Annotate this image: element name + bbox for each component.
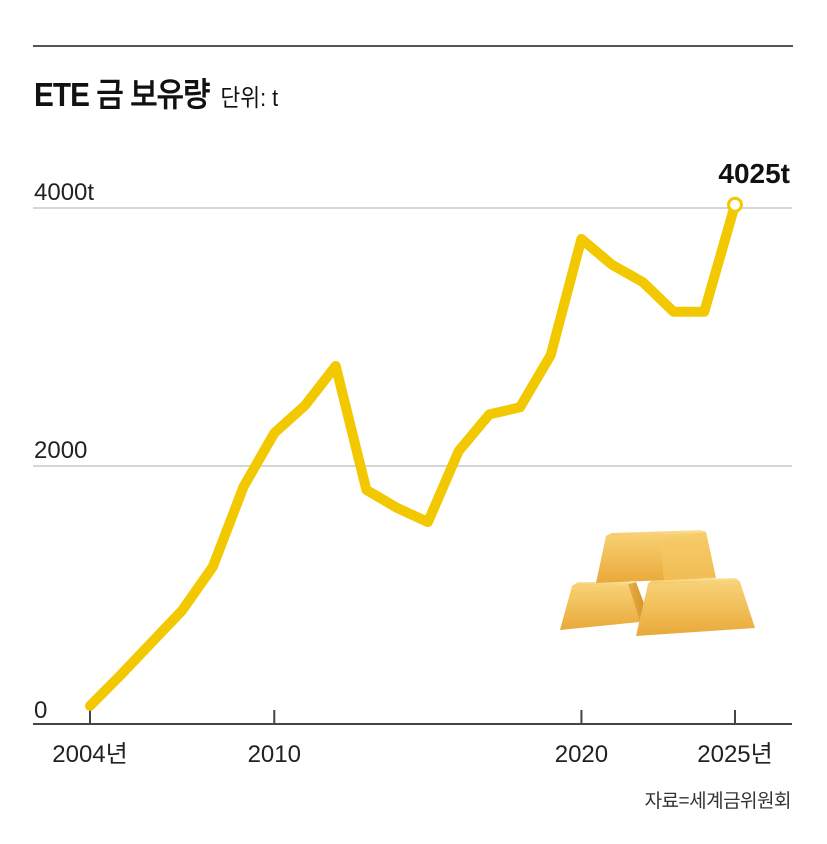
gold-bars-icon [560,530,755,636]
x-tick-label: 2025년 [697,741,772,768]
y-tick-label: 0 [34,697,47,724]
x-axis-ticks: 2004년 2010 2020 2025년 [52,710,773,768]
x-tick-label: 2010 [248,741,301,768]
title-text: ETE 금 보유량 [34,76,210,113]
top-rule [33,45,793,47]
y-tick-label: 4000t [34,179,94,206]
y-axis-ticks: 0 2000 4000t [34,179,94,724]
unit-label: 단위: t [220,85,279,112]
x-tick-label: 2004년 [52,741,127,768]
end-point-marker [727,196,743,213]
source-note: 자료=세계금위원회 [644,791,792,812]
x-tick-label: 2020 [555,741,608,768]
y-tick-label: 2000 [34,437,87,464]
chart-title: ETE 금 보유량 단위: t [34,68,278,116]
gridlines [33,207,792,467]
gold-holdings-line [85,199,740,711]
end-value-label: 4025t [718,158,790,189]
